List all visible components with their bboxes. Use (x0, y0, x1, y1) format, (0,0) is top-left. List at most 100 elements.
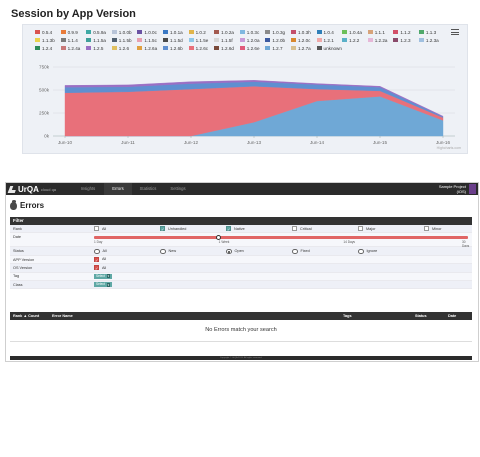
legend-item[interactable]: 1.1.1 (367, 28, 394, 36)
status-option-open[interactable]: Open (226, 248, 244, 255)
legend-item[interactable]: 1.2.6c (188, 44, 215, 52)
filter-row-date: Date 1 Day 1 Week 14 Days 30 Days (10, 233, 472, 248)
legend-item[interactable]: 1.2.6e (239, 44, 266, 52)
legend-label: 1.0.3h (297, 29, 311, 35)
app-version-label: APP Version (13, 257, 35, 262)
rank-checkbox[interactable] (160, 226, 165, 232)
legend-item[interactable]: 1.0.0c (137, 28, 163, 36)
legend-item[interactable]: 1.1.5c (137, 36, 163, 44)
legend-item[interactable]: 1.0.2a (214, 28, 240, 36)
rank-checkbox[interactable] (226, 226, 231, 232)
legend-item[interactable]: 1.2.4a (60, 44, 87, 52)
legend-item[interactable]: 1.1.5f (214, 36, 240, 44)
legend-item[interactable]: 1.1.4 (60, 36, 87, 44)
tab-statistics[interactable]: Statistics (139, 186, 157, 191)
rank-option-minor[interactable]: Minor (424, 226, 442, 232)
os-version-all-option[interactable]: All (94, 265, 106, 271)
rank-option-all[interactable]: All (94, 226, 106, 232)
legend-item[interactable]: 1.2.6b (162, 44, 189, 52)
legend-item[interactable]: 1.2.0c (290, 36, 317, 44)
legend-item[interactable]: 1.1.5b (111, 36, 138, 44)
status-option-text: New (168, 249, 177, 254)
status-radio[interactable] (226, 248, 232, 255)
legend-item[interactable]: 1.2.7a (290, 44, 317, 52)
app-version-all-option[interactable]: All (94, 256, 106, 262)
legend-item[interactable]: 1.0.0b (111, 28, 138, 36)
column-rank-count[interactable]: Rank ▲ Count (13, 313, 40, 318)
column-error-name[interactable]: Error Name (52, 313, 73, 318)
column-status[interactable]: Status (415, 313, 427, 318)
tab-errors[interactable]: Errors (104, 183, 132, 195)
x-tick-label: Jun-16 (436, 140, 450, 145)
legend-item[interactable]: 1.1.2 (393, 28, 419, 36)
legend-item[interactable]: 1.0.4a (342, 28, 368, 36)
table-header: Rank ▲ Count Error Name Tags Status Date (10, 312, 472, 320)
legend-item[interactable]: 1.0.3h (290, 28, 317, 36)
rank-option-major[interactable]: Major (358, 226, 376, 232)
avatar[interactable] (469, 184, 476, 194)
status-option-all[interactable]: All (94, 248, 107, 255)
status-radio[interactable] (358, 248, 364, 255)
legend-item[interactable]: 1.0.4 (316, 28, 343, 36)
legend-label: 1.1.3 (425, 29, 437, 35)
legend-item[interactable]: 1.2.2a (367, 36, 394, 44)
rank-checkbox[interactable] (358, 226, 363, 232)
legend-item[interactable]: 1.1.5d (162, 36, 189, 44)
rank-option-native[interactable]: Native (226, 226, 245, 232)
class-select[interactable]: Select ▾ (94, 282, 112, 288)
legend-item[interactable]: 1.0.2 (188, 28, 215, 36)
legend-item[interactable]: 1.2.3a (418, 36, 445, 44)
tab-settings[interactable]: Settings (170, 186, 186, 191)
legend-item[interactable]: 0.5.9a (86, 28, 112, 36)
legend-item[interactable]: 1.0.1a (162, 28, 189, 36)
legend-item[interactable]: 1.0.3c (239, 28, 266, 36)
legend-label: 1.0.3g (272, 29, 286, 35)
date-slider-track[interactable] (94, 236, 468, 239)
legend-item[interactable]: unknown (316, 44, 343, 52)
column-tags[interactable]: Tags (343, 313, 352, 318)
legend-item[interactable]: 0.5.4 (35, 28, 61, 36)
column-date[interactable]: Date (448, 313, 457, 318)
status-option-fixed[interactable]: Fixed (292, 248, 310, 255)
rank-checkbox[interactable] (94, 226, 99, 232)
legend-item[interactable]: 1.2.7 (265, 44, 291, 52)
chart-menu-icon[interactable] (451, 29, 459, 35)
app-version-all-checkbox[interactable] (94, 256, 99, 262)
legend-item[interactable]: 1.1.5e (188, 36, 215, 44)
date-slider-handle[interactable] (215, 234, 222, 241)
status-radio[interactable] (160, 248, 166, 255)
project-selector[interactable]: Sample Project (iOS) (439, 184, 466, 194)
legend-item[interactable]: 1.2.4 (35, 44, 61, 52)
legend-item[interactable]: 1.1.3 (418, 28, 445, 36)
rank-checkbox[interactable] (424, 226, 429, 232)
legend-swatch (342, 30, 348, 34)
area-series[interactable] (64, 80, 444, 118)
legend-item[interactable]: 1.2.0a (239, 36, 266, 44)
legend-item[interactable]: 1.1.5a (86, 36, 112, 44)
tag-select[interactable]: Select ▾ (94, 273, 112, 280)
legend-item[interactable]: 1.0.3g (265, 28, 291, 36)
rank-option-critical[interactable]: Critical (292, 226, 312, 232)
legend-item[interactable]: 0.9.9 (60, 28, 87, 36)
legend-item[interactable]: 1.2.3 (393, 36, 419, 44)
page-title: Errors (20, 201, 45, 210)
status-option-new[interactable]: New (160, 248, 177, 255)
status-radio[interactable] (94, 248, 100, 255)
legend-item[interactable]: 1.2.0b (265, 36, 291, 44)
legend-item[interactable]: 1.2.5 (86, 44, 112, 52)
rank-option-unhandled[interactable]: Unhandled (160, 226, 186, 232)
legend-item[interactable]: 1.1.3b (35, 36, 61, 44)
status-radio[interactable] (292, 248, 298, 255)
date-slider-tick-label: 1 Week (218, 240, 230, 245)
legend-item[interactable]: 1.2.6 (111, 44, 138, 52)
rank-checkbox[interactable] (292, 226, 297, 232)
os-version-all-checkbox[interactable] (94, 265, 99, 271)
legend-item[interactable]: 1.2.1 (316, 36, 343, 44)
status-option-ignore[interactable]: Ignore (358, 248, 377, 255)
logo[interactable]: UrQA cloud qa (7, 184, 56, 194)
legend-item[interactable]: 1.2.2 (342, 36, 368, 44)
y-tick-label: 750k (39, 65, 50, 70)
legend-item[interactable]: 1.2.6a (137, 44, 163, 52)
tab-insights[interactable]: Insights (80, 186, 96, 191)
legend-item[interactable]: 1.2.6d (214, 44, 240, 52)
